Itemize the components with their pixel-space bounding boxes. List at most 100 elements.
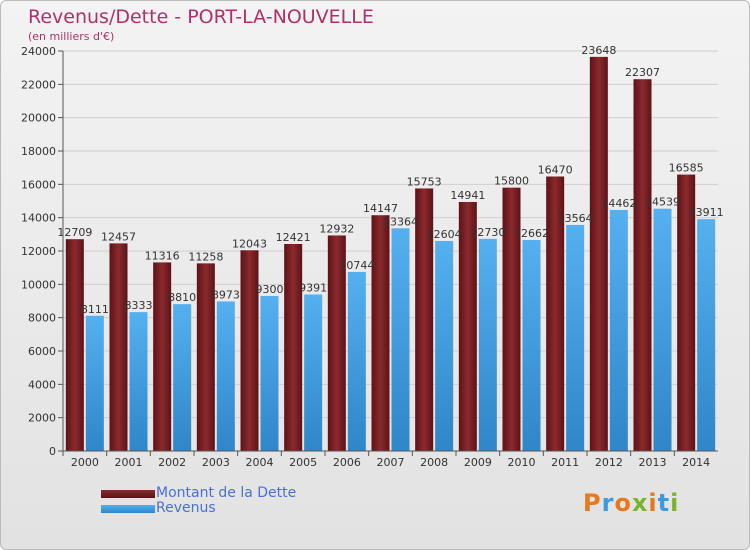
data-label-dette: 12709 — [57, 226, 92, 239]
bar-dette — [109, 243, 128, 451]
data-label-dette: 15753 — [407, 175, 442, 188]
data-label-revenus: 9300 — [256, 283, 284, 296]
data-label-dette: 23648 — [581, 44, 616, 57]
bar-revenus — [129, 312, 148, 451]
bar-revenus — [435, 240, 454, 451]
bar-revenus — [391, 228, 410, 451]
data-label-revenus: 14462 — [601, 197, 636, 210]
y-tick-label: 16000 — [21, 178, 56, 191]
x-tick-label: 2008 — [420, 456, 448, 469]
data-label-dette: 16585 — [669, 162, 704, 175]
bar-dette — [65, 239, 84, 451]
bar-revenus — [260, 296, 279, 451]
x-tick-label: 2007 — [377, 456, 405, 469]
y-tick-label: 22000 — [21, 78, 56, 91]
legend-label-dette: Montant de la Dette — [156, 485, 297, 501]
bar-revenus — [522, 239, 541, 451]
bar-revenus — [304, 294, 323, 451]
data-label-dette: 22307 — [625, 66, 660, 79]
chart-subtitle: (en milliers d'€) — [28, 30, 115, 43]
proxiti-logo: Proxiti — [583, 489, 679, 517]
data-label-dette: 12421 — [276, 231, 311, 244]
data-label-revenus: 12730 — [470, 226, 505, 239]
bar-revenus — [173, 304, 192, 451]
logo-letter: i — [670, 489, 680, 517]
y-tick-label: 18000 — [21, 145, 56, 158]
data-label-dette: 11316 — [145, 249, 180, 262]
data-label-revenus: 8973 — [212, 288, 240, 301]
data-label-revenus: 13364 — [383, 215, 418, 228]
data-label-revenus: 13911 — [689, 206, 724, 219]
y-tick-label: 14000 — [21, 212, 56, 225]
data-label-revenus: 13564 — [558, 212, 593, 225]
data-label-dette: 16470 — [538, 164, 573, 177]
bar-dette — [196, 263, 215, 451]
bar-revenus — [653, 208, 672, 451]
data-label-dette: 15800 — [494, 175, 529, 188]
data-label-dette: 12932 — [319, 222, 354, 235]
bar-revenus — [347, 271, 366, 451]
chart-title: Revenus/Dette - PORT-LA-NOUVELLE — [28, 6, 374, 28]
x-tick-label: 2011 — [551, 456, 579, 469]
x-tick-label: 2004 — [246, 456, 274, 469]
data-label-dette: 14941 — [450, 189, 485, 202]
x-tick-label: 2005 — [289, 456, 317, 469]
data-label-revenus: 8111 — [81, 303, 109, 316]
y-tick-label: 4000 — [28, 378, 56, 391]
x-tick-label: 2013 — [639, 456, 667, 469]
logo-letter: r — [601, 489, 615, 517]
x-tick-label: 2002 — [158, 456, 186, 469]
bar-revenus — [216, 301, 235, 451]
logo-letter: t — [657, 489, 671, 517]
bar-dette — [677, 174, 696, 452]
x-tick-label: 2001 — [115, 456, 143, 469]
y-tick-label: 24000 — [21, 45, 56, 58]
y-tick-label: 12000 — [21, 245, 56, 258]
data-label-dette: 14147 — [363, 202, 398, 215]
legend-label-revenus: Revenus — [156, 500, 216, 516]
x-tick-label: 2014 — [682, 456, 710, 469]
data-label-dette: 11258 — [188, 250, 223, 263]
data-label-revenus: 8810 — [168, 291, 196, 304]
x-tick-label: 2000 — [71, 456, 99, 469]
legend-swatch-dette — [101, 490, 155, 498]
data-label-revenus: 14539 — [645, 196, 680, 209]
logo-letter: o — [614, 489, 632, 517]
bar-dette — [502, 187, 521, 451]
data-label-revenus: 9391 — [299, 281, 327, 294]
bar-revenus — [609, 209, 628, 451]
bar-dette — [415, 188, 434, 451]
data-label-revenus: 12662 — [514, 227, 549, 240]
bar-dette — [546, 176, 565, 451]
data-label-revenus: 12604 — [427, 228, 462, 241]
bar-dette — [458, 201, 477, 451]
x-tick-label: 2003 — [202, 456, 230, 469]
bar-dette — [589, 56, 608, 451]
y-tick-label: 0 — [49, 445, 56, 458]
bar-revenus — [697, 219, 716, 451]
legend-swatch-revenus — [101, 505, 155, 513]
x-tick-label: 2009 — [464, 456, 492, 469]
y-tick-label: 2000 — [28, 412, 56, 425]
logo-letter: x — [631, 489, 649, 517]
bar-dette — [240, 250, 259, 451]
bar-dette — [633, 79, 652, 451]
x-tick-label: 2012 — [595, 456, 623, 469]
y-tick-label: 8000 — [28, 312, 56, 325]
bar-dette — [284, 243, 303, 451]
bar-revenus — [566, 224, 585, 451]
x-tick-label: 2010 — [508, 456, 536, 469]
bar-dette — [153, 262, 172, 451]
y-tick-label: 6000 — [28, 345, 56, 358]
y-tick-label: 10000 — [21, 278, 56, 291]
y-tick-label: 20000 — [21, 112, 56, 125]
data-label-dette: 12457 — [101, 230, 136, 243]
logo-letter: i — [648, 489, 658, 517]
data-label-revenus: 10744 — [339, 259, 374, 272]
logo-letter: P — [583, 489, 602, 517]
bar-revenus — [478, 238, 497, 451]
data-label-revenus: 8333 — [125, 299, 153, 312]
bar-dette — [371, 215, 390, 451]
